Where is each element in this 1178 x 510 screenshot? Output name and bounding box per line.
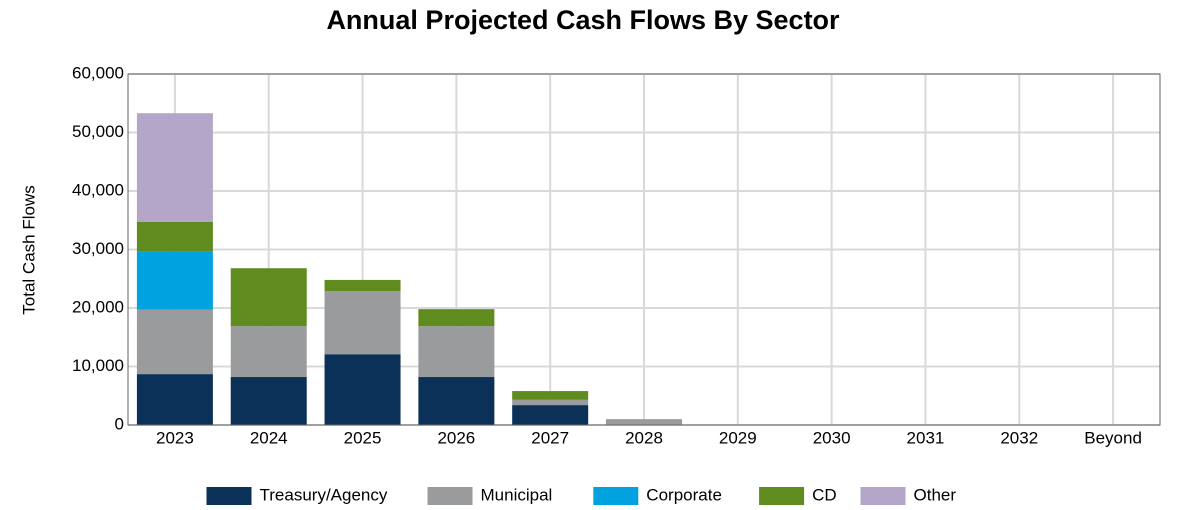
- bar-segment: [324, 354, 401, 425]
- legend-swatch: [860, 487, 906, 505]
- legend-label: Municipal: [481, 485, 553, 504]
- bar-segment: [230, 326, 307, 378]
- legend-label: Other: [914, 485, 957, 504]
- y-tick-label: 20,000: [72, 297, 124, 316]
- x-tick-label: Beyond: [1084, 428, 1142, 447]
- x-tick-label: 2031: [907, 428, 945, 447]
- bar-segment: [418, 377, 495, 425]
- bar-segment: [136, 222, 213, 252]
- bar-segment: [324, 279, 401, 292]
- x-tick-label: 2024: [250, 428, 288, 447]
- legend-label: Treasury/Agency: [260, 485, 388, 504]
- legend-label: Corporate: [646, 485, 722, 504]
- bar-segment: [418, 309, 495, 327]
- bar-segment: [606, 419, 682, 425]
- bar-segment: [512, 399, 589, 406]
- bar-segment: [136, 374, 213, 425]
- chart-title: Annual Projected Cash Flows By Sector: [326, 5, 840, 35]
- x-tick-label: 2023: [156, 428, 194, 447]
- x-tick-label: 2028: [625, 428, 663, 447]
- x-tick-label: 2027: [531, 428, 569, 447]
- bar-segment: [512, 391, 589, 400]
- x-tick-label: 2029: [719, 428, 757, 447]
- y-axis-label: Total Cash Flows: [19, 185, 38, 314]
- bar-segment: [136, 113, 213, 223]
- legend-swatch: [593, 487, 639, 505]
- legend-swatch: [759, 487, 805, 505]
- bar-segment: [136, 251, 213, 310]
- y-tick-label: 60,000: [72, 63, 124, 82]
- y-tick-label: 50,000: [72, 122, 124, 141]
- x-tick-label: 2025: [344, 428, 382, 447]
- legend-swatch: [427, 487, 473, 505]
- bar-segment: [136, 309, 213, 375]
- x-tick-label: 2026: [437, 428, 475, 447]
- bar-segment: [418, 326, 495, 378]
- legend-swatch: [206, 487, 252, 505]
- x-tick-label: 2032: [1000, 428, 1038, 447]
- y-tick-label: 10,000: [72, 356, 124, 375]
- y-tick-label: 0: [115, 414, 124, 433]
- bar-segment: [324, 291, 401, 355]
- bar-segment: [230, 377, 307, 425]
- plot-border: [127, 73, 1161, 426]
- legend-label: CD: [812, 485, 837, 504]
- x-tick-label: 2030: [813, 428, 851, 447]
- y-tick-label: 40,000: [72, 180, 124, 199]
- bar-segment: [512, 405, 589, 425]
- bar-segment: [230, 268, 307, 327]
- y-tick-label: 30,000: [72, 239, 124, 258]
